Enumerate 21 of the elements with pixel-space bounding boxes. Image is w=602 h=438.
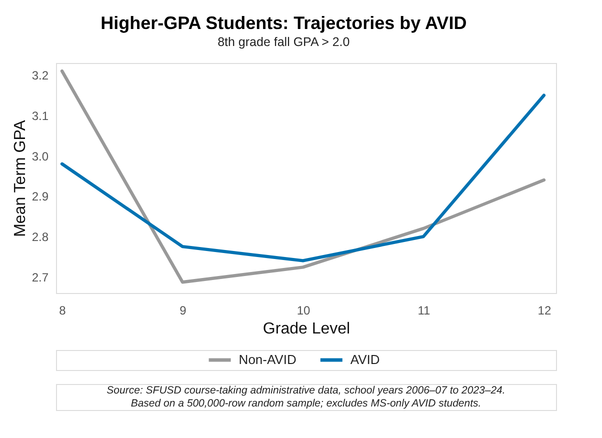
y-tick-label: 3.1 bbox=[32, 108, 49, 123]
line-series bbox=[60, 94, 546, 262]
line-series bbox=[60, 69, 546, 284]
chart-subtitle: 8th grade fall GPA > 2.0 bbox=[218, 35, 350, 49]
legend-label: Non-AVID bbox=[238, 352, 296, 367]
y-tick-label: 2.7 bbox=[32, 270, 49, 284]
x-tick-label: 11 bbox=[418, 304, 431, 318]
x-axis-title: Grade Level bbox=[262, 320, 350, 338]
y-axis-title: Mean Term GPA bbox=[12, 120, 29, 237]
x-tick-label: 12 bbox=[538, 304, 552, 318]
x-tick-label: 8 bbox=[59, 304, 66, 318]
x-tick-label: 10 bbox=[296, 304, 310, 318]
chart-title: Higher-GPA Students: Trajectories by AVID bbox=[100, 13, 467, 33]
y-tick-label: 3.2 bbox=[32, 68, 49, 83]
text: Based on a 500,000-row random sample; excludes MS-only AVID students. bbox=[130, 398, 482, 410]
y-tick-label: 2.8 bbox=[32, 230, 49, 244]
y-tick-label: 2.9 bbox=[32, 190, 49, 204]
x-tick-label: 9 bbox=[180, 304, 187, 318]
y-tick-label: 3.0 bbox=[32, 149, 49, 164]
legend-label: AVID bbox=[350, 352, 380, 367]
source-note: Source: SFUSD course-taking administrative data, school years 2006–07 to 2023–24. bbox=[106, 384, 506, 396]
